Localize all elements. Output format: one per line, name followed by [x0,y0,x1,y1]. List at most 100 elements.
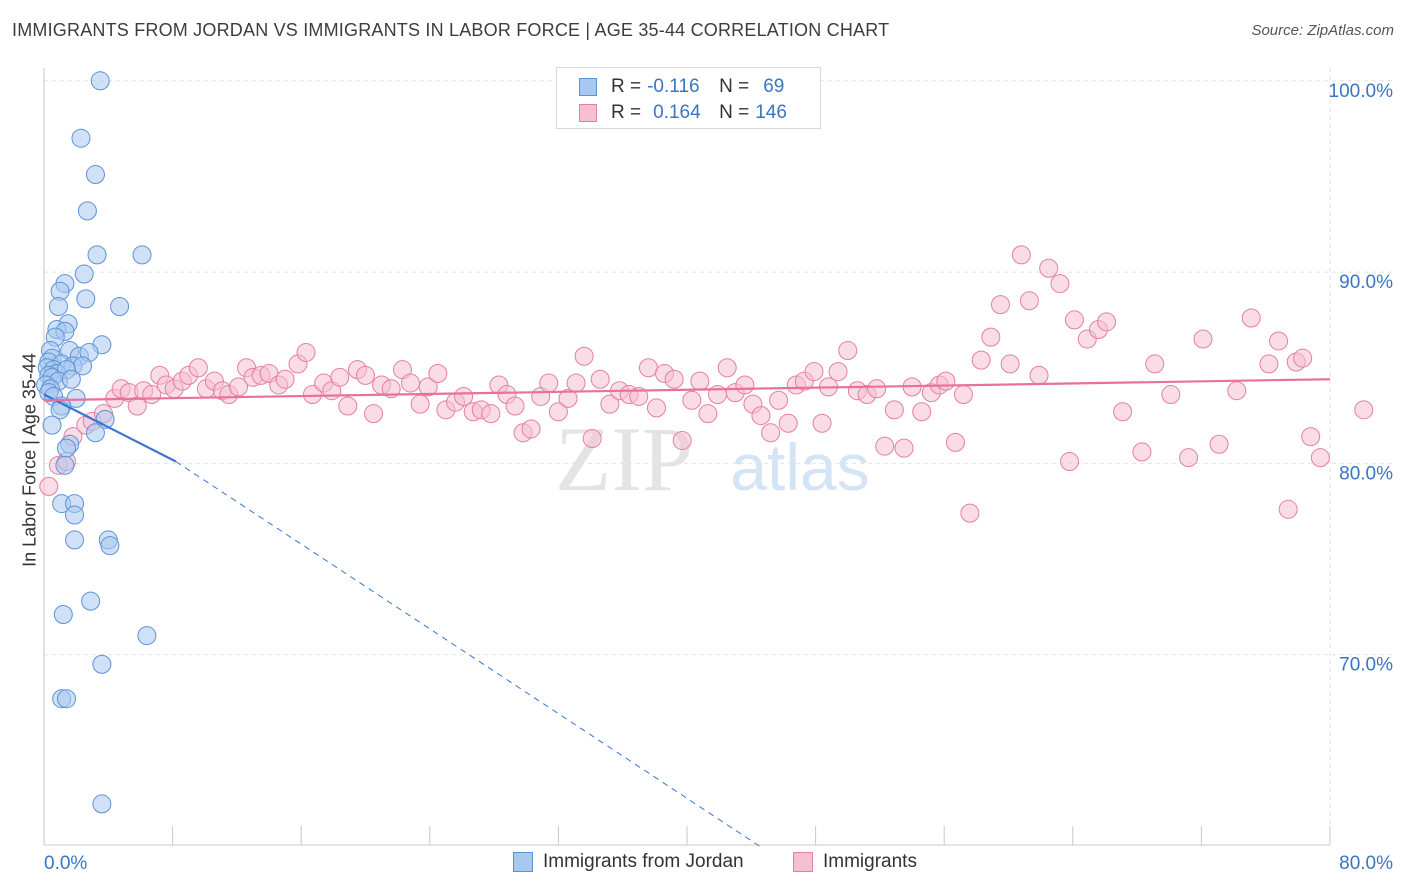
immigrants-point [1019,291,1039,311]
jordan-point [57,689,77,709]
immigrants-point [381,379,401,399]
jordan-point [90,71,110,91]
immigrants-point [664,369,684,389]
jordan-point [92,794,112,814]
bottom-legend-swatch-immigrants [793,852,813,872]
trend-line-dashed [175,461,760,847]
immigrants-point [1113,402,1133,422]
immigrants-point [410,394,430,414]
immigrants-point [638,358,658,378]
immigrants-point [428,363,448,383]
axes-layer [43,68,1331,846]
trend-line-solid [43,378,1331,402]
immigrants-point [296,342,316,362]
immigrants-point [590,369,610,389]
immigrants-point [1161,385,1181,405]
immigrants-point [884,400,904,420]
x-tick-label: 80.0% [1339,853,1393,874]
immigrants-point [1209,434,1229,454]
immigrants-point [454,386,474,406]
immigrants-point [229,377,249,397]
jordan-point [48,297,68,317]
immigrants-point [769,390,789,410]
immigrants-point [418,377,438,397]
legend-n-label: N = [719,102,750,123]
jordan-point [53,605,73,625]
jordan-point [42,415,62,435]
immigrants-point [1064,310,1084,330]
immigrants-point [960,503,980,523]
immigrants-point [1132,442,1152,462]
bottom-legend-label-immigrants: Immigrants [823,851,917,872]
immigrants-point [717,358,737,378]
immigrants-point [812,413,832,433]
source-credit: Source: ZipAtlas.com [1251,22,1394,39]
immigrants-point [690,371,710,391]
jordan-point [74,264,94,284]
bottom-legend-immigrants: Immigrants [793,851,917,873]
legend-n-value: 146 [755,102,787,123]
jordan-point [85,165,105,185]
immigrants-point [1269,331,1289,351]
immigrants-point [953,385,973,405]
immigrants-point [1259,354,1279,374]
jordan-point [137,626,157,646]
immigrants-point [672,430,692,450]
immigrants-point [1145,354,1165,374]
legend-r-value: -0.116 [647,76,700,97]
tick-labels: 70.0% 80.0% 90.0% 100.0% 0.0% 80.0% [44,81,1393,874]
jordan-point [87,245,107,265]
legend-swatch-immigrants [579,104,597,122]
watermark-zip: ZIP [555,408,693,510]
immigrants-point [912,402,932,422]
legend-box: R = -0.116 N = 69 R = 0.164 N = 146 [556,67,821,129]
y-tick-label: 80.0% [1339,463,1393,484]
grid-layer [44,68,1392,845]
jordan-point [57,438,77,458]
bottom-legend-jordan: Immigrants from Jordan [513,851,744,873]
immigrants-point [838,341,858,361]
immigrants-point [936,371,956,391]
bottom-legend-label-jordan: Immigrants from Jordan [543,851,744,872]
immigrants-point [574,346,594,366]
immigrants-point [1000,354,1020,374]
watermark-atlas: atlas [730,430,869,504]
immigrants-point [894,438,914,458]
jordan-point [81,591,101,611]
immigrants-point [521,419,541,439]
immigrants-point [548,402,568,422]
immigrants-point [505,396,525,416]
trend-layer [43,378,1331,847]
jordan-point [132,245,152,265]
legend-n-label: N = [719,76,750,97]
immigrants-points [39,245,1374,523]
legend-r-label: R = [611,76,642,97]
immigrants-point [945,432,965,452]
immigrants-point [1097,312,1117,332]
jordan-point [61,369,81,389]
immigrants-point [804,362,824,382]
immigrants-point [1354,400,1374,420]
immigrants-point [875,436,895,456]
immigrants-point [981,327,1001,347]
immigrants-point [582,429,602,449]
immigrants-point [1278,499,1298,519]
immigrants-point [778,413,798,433]
immigrants-point [302,385,322,405]
bottom-legend-swatch-jordan [513,852,533,872]
y-tick-label: 100.0% [1329,81,1394,102]
immigrants-point [481,404,501,424]
jordan-point [92,654,112,674]
immigrants-point [751,406,771,426]
jordan-point [65,505,85,525]
chart-title: IMMIGRANTS FROM JORDAN VS IMMIGRANTS IN … [12,20,890,40]
immigrants-point [600,394,620,414]
legend-swatch-jordan [579,78,597,96]
immigrants-point [682,390,702,410]
immigrants-point [566,373,586,393]
jordan-point [100,536,120,556]
immigrants-point [356,365,375,385]
immigrants-point [364,404,384,424]
jordan-point [65,530,85,550]
